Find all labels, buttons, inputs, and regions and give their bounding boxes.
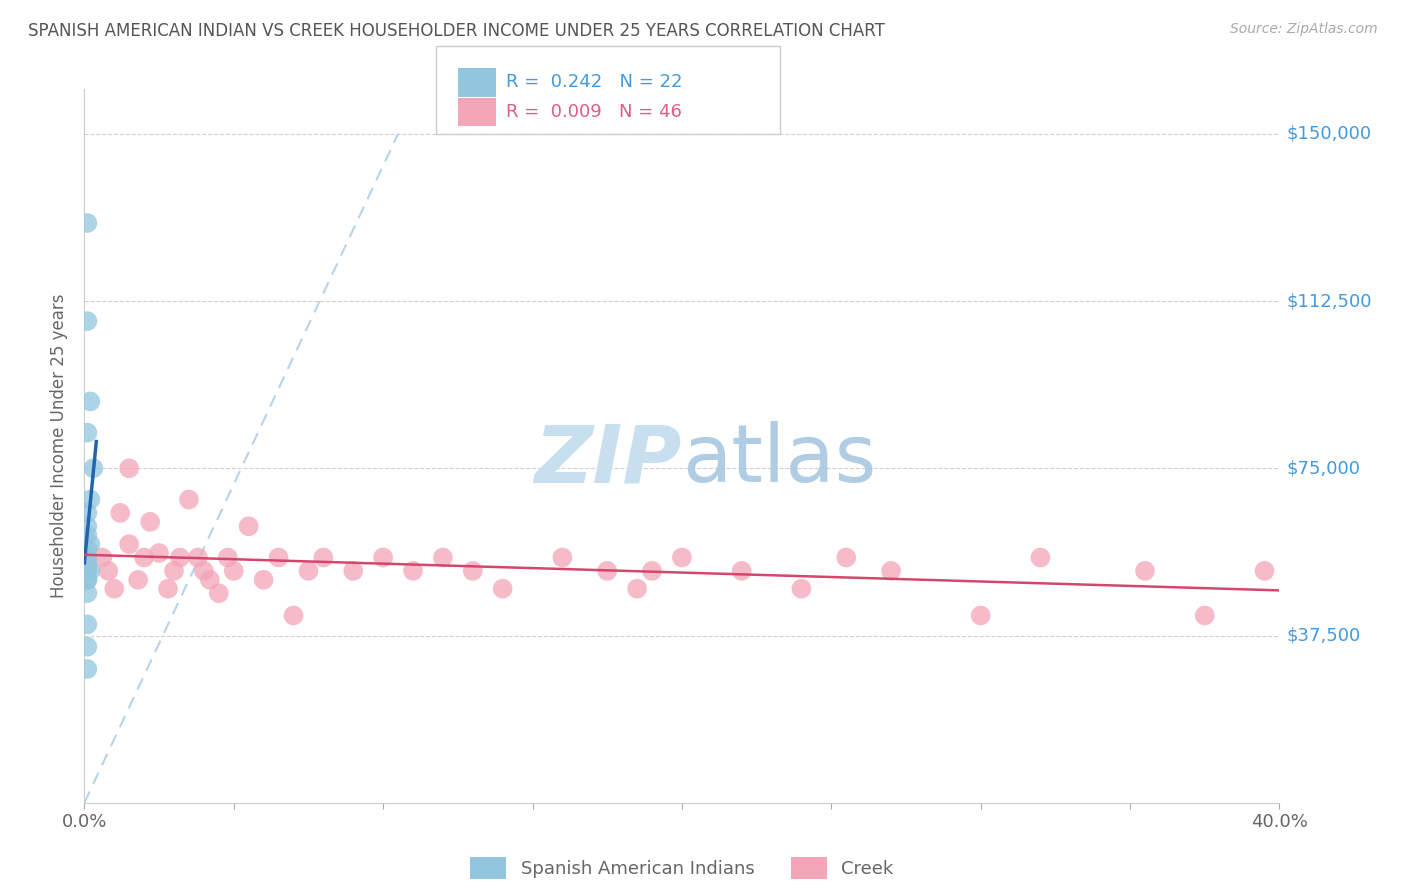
Point — [187, 550, 209, 565]
Point — [79, 537, 101, 551]
Point — [641, 564, 664, 578]
Point — [193, 564, 215, 578]
Point — [432, 550, 454, 565]
Point — [626, 582, 648, 596]
Point — [76, 541, 98, 556]
Point — [79, 564, 101, 578]
Point — [76, 617, 98, 632]
Point — [492, 582, 515, 596]
Point — [79, 394, 101, 409]
Point — [76, 555, 98, 569]
Point — [76, 425, 98, 440]
Point — [76, 564, 98, 578]
Point — [82, 461, 104, 475]
Point — [76, 528, 98, 542]
Point — [596, 564, 619, 578]
Point — [253, 573, 276, 587]
Point — [76, 573, 98, 587]
Point — [790, 582, 813, 596]
Point — [283, 608, 305, 623]
Point — [76, 216, 98, 230]
Point — [97, 564, 120, 578]
Point — [76, 559, 98, 574]
Point — [217, 550, 239, 565]
Point — [880, 564, 903, 578]
Point — [118, 461, 141, 475]
Point — [76, 640, 98, 654]
Text: $150,000: $150,000 — [1286, 125, 1372, 143]
Point — [1194, 608, 1216, 623]
Point — [970, 608, 993, 623]
Point — [163, 564, 186, 578]
Point — [208, 586, 231, 600]
Point — [110, 506, 132, 520]
Text: $37,500: $37,500 — [1286, 626, 1361, 645]
Point — [551, 550, 574, 565]
Point — [402, 564, 425, 578]
Point — [1133, 564, 1156, 578]
Point — [76, 550, 98, 565]
Text: ZIP: ZIP — [534, 421, 682, 500]
Point — [342, 564, 364, 578]
Text: R =  0.009   N = 46: R = 0.009 N = 46 — [506, 103, 682, 121]
Point — [76, 314, 98, 328]
Text: R =  0.242   N = 22: R = 0.242 N = 22 — [506, 73, 683, 91]
Point — [297, 564, 319, 578]
Point — [132, 550, 156, 565]
Point — [76, 586, 98, 600]
Point — [461, 564, 484, 578]
Y-axis label: Householder Income Under 25 years: Householder Income Under 25 years — [51, 293, 69, 599]
Point — [177, 492, 200, 507]
Point — [371, 550, 394, 565]
Point — [731, 564, 754, 578]
Point — [76, 662, 98, 676]
Point — [91, 550, 114, 565]
Point — [76, 519, 98, 533]
Legend: Spanish American Indians, Creek: Spanish American Indians, Creek — [463, 850, 901, 887]
Text: $112,500: $112,500 — [1286, 292, 1372, 310]
Point — [76, 573, 98, 587]
Text: atlas: atlas — [682, 421, 876, 500]
Text: $75,000: $75,000 — [1286, 459, 1361, 477]
Text: Source: ZipAtlas.com: Source: ZipAtlas.com — [1230, 22, 1378, 37]
Point — [1253, 564, 1275, 578]
Point — [157, 582, 180, 596]
Point — [127, 573, 149, 587]
Point — [671, 550, 693, 565]
Point — [103, 582, 125, 596]
Point — [148, 546, 170, 560]
Point — [238, 519, 260, 533]
Point — [118, 537, 141, 551]
Text: SPANISH AMERICAN INDIAN VS CREEK HOUSEHOLDER INCOME UNDER 25 YEARS CORRELATION C: SPANISH AMERICAN INDIAN VS CREEK HOUSEHO… — [28, 22, 884, 40]
Point — [222, 564, 245, 578]
Point — [76, 506, 98, 520]
Point — [312, 550, 335, 565]
Point — [169, 550, 191, 565]
Point — [79, 492, 101, 507]
Point — [139, 515, 162, 529]
Point — [198, 573, 221, 587]
Point — [835, 550, 858, 565]
Point — [267, 550, 290, 565]
Point — [1029, 550, 1052, 565]
